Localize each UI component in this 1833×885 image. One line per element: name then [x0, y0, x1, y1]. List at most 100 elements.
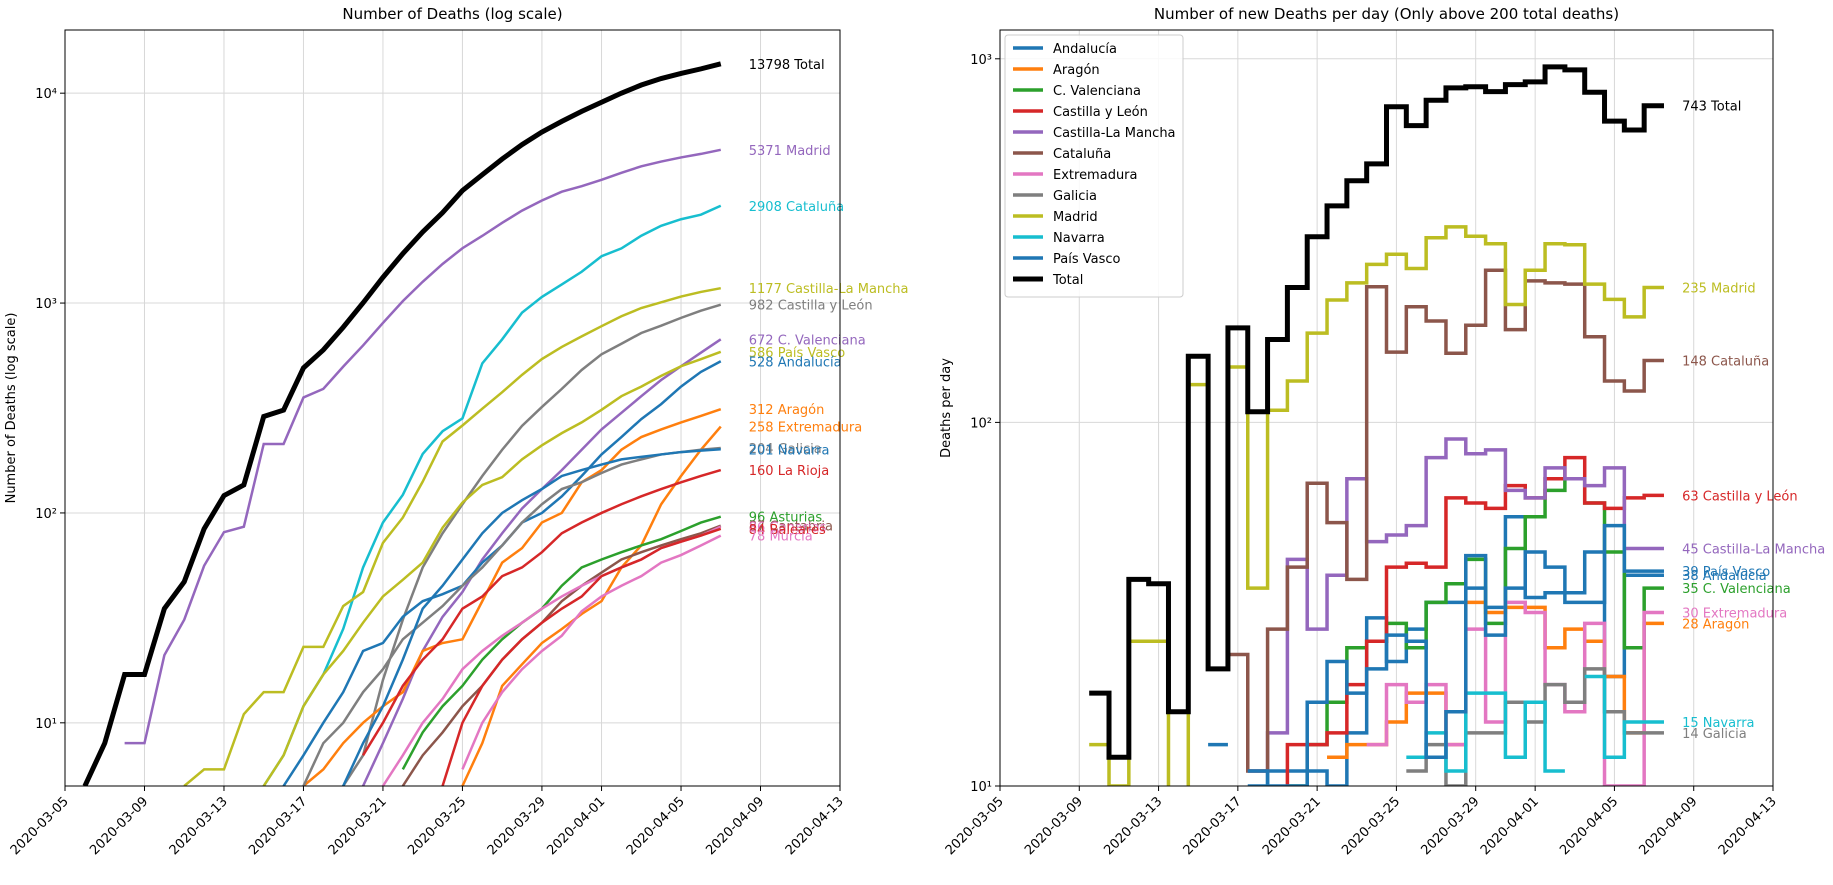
end-label: 14 Galicia — [1682, 727, 1747, 742]
series-line — [1089, 64, 1664, 760]
legend-label: Castilla y León — [1053, 105, 1148, 120]
series-line — [342, 303, 722, 786]
x-tick-label: 2020-03-17 — [1181, 794, 1245, 858]
end-label: 38 Andalucía — [1682, 569, 1767, 584]
end-label: 39 País Vasco — [1682, 565, 1770, 580]
series-line — [1227, 268, 1664, 773]
y-axis-label: Number of Deaths (log scale) — [4, 313, 19, 504]
y-tick-label: 10⁴ — [35, 87, 57, 102]
legend: Andalucía Aragón C. Valenciana Castilla y L… — [1004, 34, 1184, 298]
legend-label: Total — [1052, 273, 1083, 288]
series-line — [1089, 225, 1664, 786]
x-tick-label: 2020-04-05 — [624, 794, 688, 858]
x-tick-label: 2020-04-09 — [1637, 794, 1701, 858]
series-line — [342, 448, 721, 786]
end-label: 5371 Madrid — [749, 144, 831, 159]
legend-label: Aragón — [1053, 63, 1100, 78]
y-tick-label: 10² — [35, 507, 57, 522]
y-axis-label: Deaths per day — [939, 358, 954, 458]
end-label: 1177 Castilla-La Mancha — [749, 282, 909, 297]
panel: Number of Deaths (log scale) Number of De… — [4, 5, 909, 858]
legend-label: Navarra — [1053, 231, 1105, 246]
end-label: 204 Galicia — [749, 442, 822, 457]
x-tick-label: 2020-04-01 — [1478, 794, 1542, 858]
series-line — [461, 425, 722, 786]
end-label: 528 Andalucía — [749, 355, 842, 370]
x-tick-label: 2020-03-21 — [326, 794, 390, 858]
legend-label: Madrid — [1053, 210, 1098, 225]
series-line — [441, 527, 722, 786]
legend-label: C. Valenciana — [1053, 84, 1141, 99]
end-label: 235 Madrid — [1682, 281, 1756, 296]
x-tick-label: 2020-03-29 — [485, 794, 549, 858]
y-tick-label: 10¹ — [970, 780, 992, 795]
series-line — [183, 286, 721, 786]
end-label: 148 Cataluña — [1682, 354, 1769, 369]
end-label: 28 Aragón — [1682, 617, 1749, 632]
series-line — [461, 534, 722, 770]
series-line — [401, 515, 722, 770]
series-line — [362, 468, 722, 756]
end-label: 312 Aragón — [749, 403, 825, 418]
x-tick-label: 2020-03-21 — [1260, 794, 1324, 858]
y-tick-label: 10³ — [35, 297, 57, 312]
legend-box — [1004, 34, 1184, 298]
end-label: 78 Murcia — [749, 530, 813, 545]
x-tick-label: 2020-03-05 — [8, 794, 72, 858]
legend-label: Extremadura — [1053, 168, 1138, 183]
chart-title: Number of new Deaths per day (Only above… — [1154, 5, 1619, 23]
end-label: 672 C. Valenciana — [749, 333, 866, 348]
series-line — [82, 61, 722, 786]
legend-label: Castilla-La Mancha — [1053, 126, 1176, 141]
x-tick-label: 2020-03-13 — [1101, 794, 1165, 858]
end-label: 982 Castilla y León — [749, 299, 873, 314]
end-label: 86 Canarias — [749, 521, 827, 536]
plot-area — [82, 61, 722, 786]
end-label: 30 Extremadura — [1682, 607, 1787, 622]
series-line — [1406, 674, 1664, 773]
plot-area — [1089, 64, 1664, 786]
y-tick-label: 10³ — [970, 53, 992, 68]
series-line — [302, 408, 722, 786]
end-label: 96 Asturias — [749, 511, 823, 526]
end-label: 15 Navarra — [1682, 716, 1754, 731]
x-tick-label: 2020-04-01 — [544, 794, 608, 858]
axes-frame — [64, 29, 841, 787]
series-line — [401, 524, 722, 786]
end-label: 45 Castilla-La Mancha — [1682, 542, 1825, 557]
panel: Number of new Deaths per day (Only above… — [939, 5, 1825, 858]
series-line — [1285, 455, 1664, 786]
end-label: 63 Castilla y León — [1682, 489, 1798, 504]
end-label: 35 C. Valenciana — [1682, 582, 1791, 597]
end-label: 2908 Cataluña — [749, 200, 844, 215]
x-tick-label: 2020-03-17 — [246, 794, 310, 858]
x-tick-label: 2020-03-25 — [1339, 794, 1403, 858]
x-tick-label: 2020-03-29 — [1418, 794, 1482, 858]
series-line — [1406, 667, 1664, 786]
x-tick-label: 2020-03-09 — [1022, 794, 1086, 858]
legend-label: Andalucía — [1053, 42, 1117, 57]
chart-title: Number of Deaths (log scale) — [342, 5, 562, 23]
legend-label: Galicia — [1053, 189, 1097, 204]
x-tick-label: 2020-04-09 — [703, 794, 767, 858]
x-tick-label: 2020-04-13 — [783, 794, 847, 858]
end-label: 586 País Vasco — [749, 346, 845, 361]
end-label: 13798 Total — [749, 58, 825, 73]
end-label: 84 Baleares — [749, 523, 826, 538]
end-label: 743 Total — [1682, 100, 1741, 115]
end-label: 201 Navarra — [749, 443, 830, 458]
x-tick-label: 2020-03-09 — [87, 794, 151, 858]
x-tick-label: 2020-03-13 — [167, 794, 231, 858]
x-tick-label: 2020-04-05 — [1557, 794, 1621, 858]
end-label: 87 Cantabria — [749, 520, 833, 535]
series-line — [262, 350, 722, 786]
series-line — [381, 525, 722, 786]
x-tick-label: 2020-03-05 — [943, 794, 1007, 858]
axes-frame — [999, 29, 1774, 787]
series-line — [124, 148, 722, 745]
end-label: 258 Extremadura — [749, 421, 862, 436]
series-line — [1208, 523, 1664, 786]
series-line — [262, 204, 722, 786]
x-tick-label: 2020-04-13 — [1716, 794, 1780, 858]
